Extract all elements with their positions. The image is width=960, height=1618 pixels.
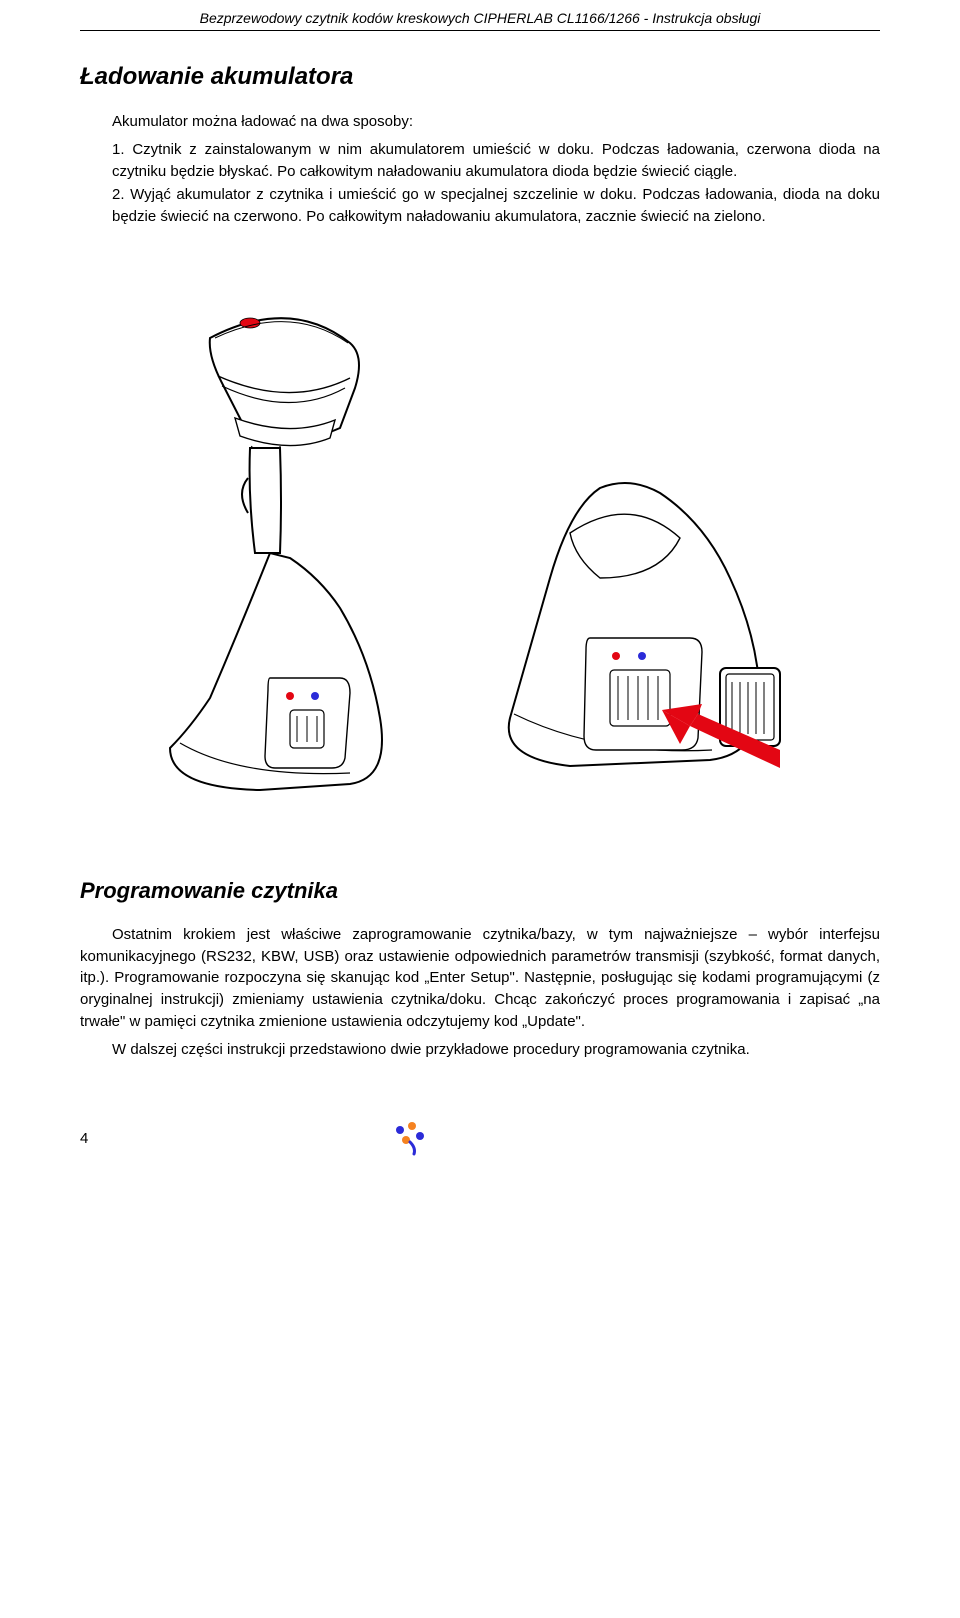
section1-item2: 2. Wyjąć akumulator z czytnika i umieści… bbox=[112, 184, 880, 228]
figure-dock-battery bbox=[480, 438, 820, 798]
section1-item1: 1. Czytnik z zainstalowanym w nim akumul… bbox=[112, 139, 880, 183]
section1-intro: Akumulator można ładować na dwa sposoby: bbox=[112, 111, 880, 133]
header-text: Bezprzewodowy czytnik kodów kreskowych C… bbox=[200, 10, 761, 26]
page-header: Bezprzewodowy czytnik kodów kreskowych C… bbox=[80, 0, 880, 31]
page-footer: 4 bbox=[80, 1120, 880, 1156]
figure-row bbox=[80, 278, 880, 798]
section2-para1: Ostatnim krokiem jest właściwe zaprogram… bbox=[80, 924, 880, 1033]
footer-logo-icon bbox=[390, 1120, 430, 1156]
figure-scanner-in-dock bbox=[140, 278, 440, 798]
section1-body: Akumulator można ładować na dwa sposoby:… bbox=[80, 111, 880, 228]
document-page: Bezprzewodowy czytnik kodów kreskowych C… bbox=[0, 0, 960, 1196]
section1-title: Ładowanie akumulatora bbox=[80, 63, 880, 91]
section2-para2: W dalszej części instrukcji przedstawion… bbox=[80, 1039, 880, 1061]
section2-title: Programowanie czytnika bbox=[80, 878, 880, 904]
page-number: 4 bbox=[80, 1130, 100, 1147]
